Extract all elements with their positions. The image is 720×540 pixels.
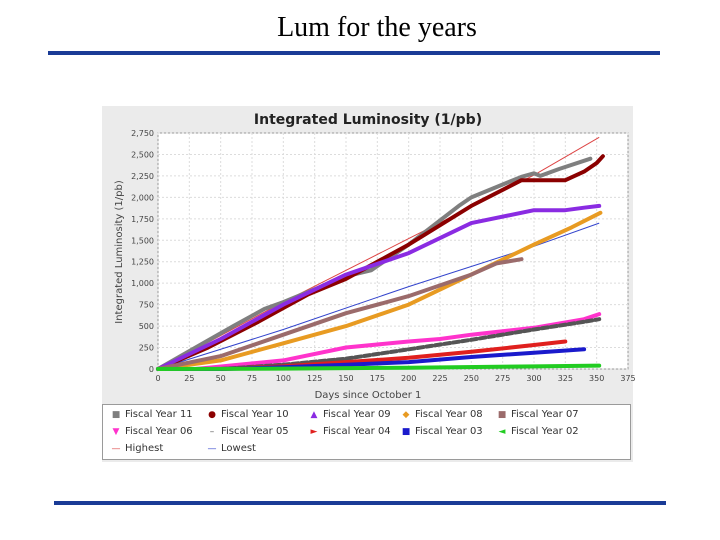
series-line-fiscal-year-02 <box>156 363 602 371</box>
legend-symbol-icon: ◄ <box>498 427 506 437</box>
x-tick-label: 125 <box>307 374 322 383</box>
chart-legend: ■ Fiscal Year 11 ● Fiscal Year 10 ▲ Fiscal Ye… <box>102 404 631 460</box>
series-line-fiscal-year-06 <box>193 312 602 371</box>
legend-symbol-icon: ► <box>310 427 318 437</box>
legend-item: – Fiscal Year 05 <box>207 426 289 437</box>
x-tick-label: 175 <box>370 374 385 383</box>
x-tick-label: 75 <box>247 374 257 383</box>
legend-label: Fiscal Year 09 <box>323 409 391 420</box>
x-tick-label: 25 <box>184 374 194 383</box>
bottom-divider <box>54 501 666 505</box>
y-tick-label: 2,750 <box>131 129 154 138</box>
legend-symbol-icon: — <box>207 444 217 454</box>
chart-title: Integrated Luminosity (1/pb) <box>254 112 482 128</box>
legend-label: Fiscal Year 05 <box>221 426 289 437</box>
y-tick-label: 1,000 <box>131 279 154 288</box>
slide-title: Lum for the years <box>277 12 477 43</box>
x-tick-label: 0 <box>155 374 160 383</box>
y-tick-label: 0 <box>149 365 154 374</box>
x-tick-label: 225 <box>432 374 447 383</box>
x-tick-label: 100 <box>276 374 291 383</box>
y-tick-label: 1,500 <box>131 236 154 245</box>
x-tick-label: 200 <box>401 374 416 383</box>
legend-label: Fiscal Year 06 <box>125 426 193 437</box>
legend-item: ■ Fiscal Year 11 <box>111 409 193 420</box>
x-tick-label: 275 <box>495 374 510 383</box>
legend-label: Fiscal Year 11 <box>125 409 193 420</box>
x-tick-label: 250 <box>464 374 479 383</box>
legend-symbol-icon: — <box>111 444 121 454</box>
series-line-fiscal-year-10 <box>156 154 605 371</box>
x-tick-label: 150 <box>338 374 353 383</box>
legend-item: — Lowest <box>207 443 256 454</box>
legend-symbol-icon: ◆ <box>402 410 410 420</box>
legend-symbol-icon: – <box>209 427 215 437</box>
legend-label: Fiscal Year 08 <box>415 409 483 420</box>
top-divider <box>48 51 660 55</box>
legend-label: Highest <box>125 443 164 454</box>
series-line-lowest <box>157 222 600 370</box>
legend-symbol-icon: ■ <box>401 427 411 437</box>
y-tick-label: 500 <box>139 322 154 331</box>
x-axis-label: Days since October 1 <box>315 390 422 401</box>
x-tick-label: 50 <box>216 374 226 383</box>
y-tick-label: 2,000 <box>131 193 154 202</box>
series-line-highest <box>157 136 600 370</box>
legend-item: ■ Fiscal Year 03 <box>401 426 483 437</box>
legend-label: Fiscal Year 04 <box>323 426 391 437</box>
legend-label: Fiscal Year 10 <box>221 409 289 420</box>
legend-symbol-icon: ■ <box>111 410 121 420</box>
series-line-fiscal-year-11 <box>156 156 593 371</box>
legend-symbol-icon: ● <box>208 410 216 420</box>
legend-symbol-icon: ▼ <box>112 427 120 437</box>
legend-item: ► Fiscal Year 04 <box>309 426 391 437</box>
legend-label: Fiscal Year 02 <box>511 426 579 437</box>
x-tick-label: 325 <box>558 374 573 383</box>
legend-item: ● Fiscal Year 10 <box>207 409 289 420</box>
x-tick-label: 300 <box>526 374 541 383</box>
series-line-fiscal-year-07 <box>156 257 524 371</box>
legend-label: Lowest <box>221 443 256 454</box>
series-line-fiscal-year-08 <box>156 210 603 371</box>
y-tick-label: 250 <box>139 344 154 353</box>
legend-symbol-icon: ■ <box>497 410 507 420</box>
legend-label: Fiscal Year 07 <box>511 409 579 420</box>
x-tick-label: 350 <box>589 374 604 383</box>
series-line-fiscal-year-09 <box>156 203 602 371</box>
y-axis-label: Integrated Luminosity (1/pb) <box>114 180 125 324</box>
legend-item: — Highest <box>111 443 164 454</box>
legend-symbol-icon: ▲ <box>310 410 318 420</box>
y-tick-label: 1,250 <box>131 258 154 267</box>
legend-item: ▼ Fiscal Year 06 <box>111 426 193 437</box>
legend-item: ■ Fiscal Year 07 <box>497 409 579 420</box>
y-tick-label: 2,250 <box>131 172 154 181</box>
legend-item: ◄ Fiscal Year 02 <box>497 426 579 437</box>
legend-label: Fiscal Year 03 <box>415 426 483 437</box>
y-tick-label: 750 <box>139 301 154 310</box>
legend-item: ◆ Fiscal Year 08 <box>401 409 483 420</box>
legend-item: ▲ Fiscal Year 09 <box>309 409 391 420</box>
y-tick-label: 2,500 <box>131 150 154 159</box>
y-tick-label: 1,750 <box>131 215 154 224</box>
x-tick-label: 375 <box>620 374 635 383</box>
